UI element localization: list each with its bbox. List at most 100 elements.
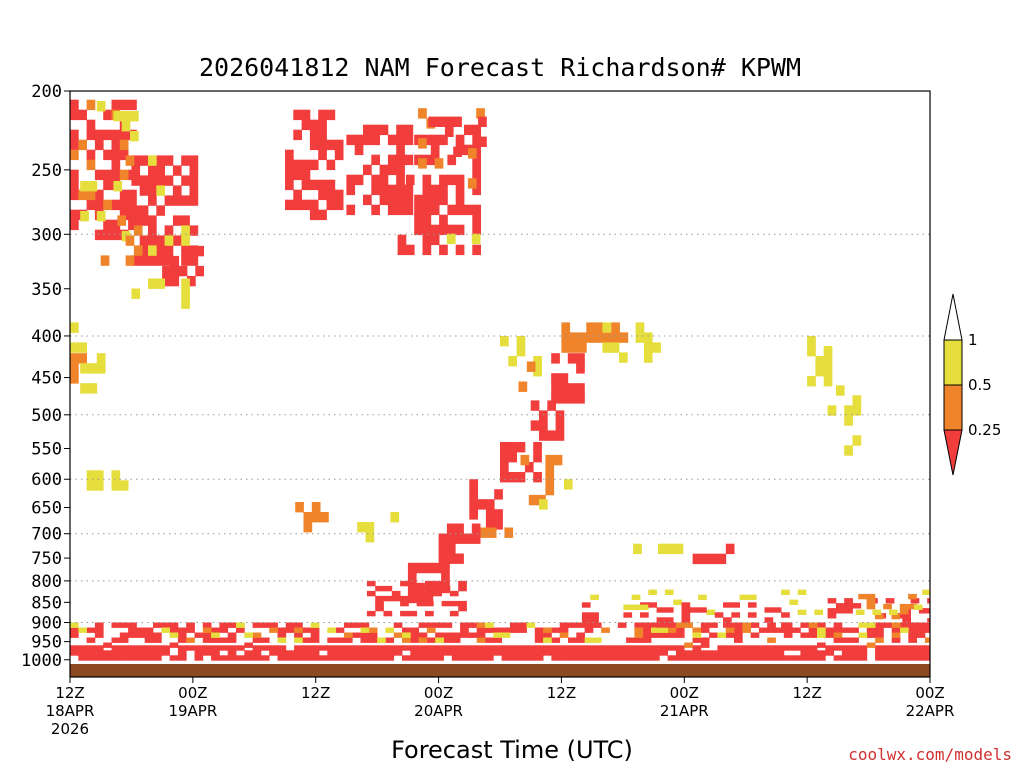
heatmap-cell [430,234,440,246]
heatmap-cell [841,650,851,656]
heatmap-cell [303,522,313,533]
heatmap-cell [285,179,294,191]
heatmap-cell [385,627,395,633]
heatmap-cell [360,655,370,661]
heatmap-cell [293,199,302,211]
heatmap-cell [530,400,540,411]
heatmap-cell [700,642,710,648]
heatmap-cell [371,174,380,186]
heatmap-cell [533,472,542,483]
heatmap-cell [295,502,304,513]
heatmap-cell [94,470,104,481]
y-tick-label: 800 [31,572,62,592]
heatmap-cell [327,645,336,651]
heatmap-cell [800,645,810,651]
heatmap-cell [294,655,303,661]
heatmap-cell [432,562,442,574]
heatmap-cell [569,332,579,343]
legend-level-label: 0.25 [968,421,1001,439]
heatmap-cell [136,627,146,633]
heatmap-cell [121,121,131,132]
heatmap-cell [424,562,434,574]
heatmap-cell [136,645,146,651]
heatmap-cell [343,622,353,628]
heatmap-cell [815,366,825,377]
heatmap-cell [634,655,644,661]
heatmap-cell [927,598,930,604]
heatmap-cell [195,265,204,277]
heatmap-cell [260,655,270,661]
heatmap-cell [260,645,270,651]
heatmap-cell [410,627,419,633]
heatmap-cell [439,224,448,236]
heatmap-cell [642,627,652,633]
heatmap-cell [148,255,157,266]
heatmap-cell [430,144,440,156]
heatmap-cell [640,612,649,618]
heatmap-cell [594,322,604,333]
y-tick-label: 1000 [21,651,62,671]
heatmap-cell [916,645,926,651]
heatmap-cell [545,474,555,486]
heatmap-cell [435,650,444,656]
heatmap-cell [875,650,884,656]
heatmap-cell [501,650,511,656]
x-axis-label: Forecast Time (UTC) [391,736,633,764]
heatmap-cell [131,205,141,216]
heatmap-cell [800,650,810,656]
heatmap-cell [294,632,303,638]
heatmap-cell [509,650,519,656]
y-tick-label: 550 [31,439,62,459]
heatmap-cell [379,124,389,136]
heatmap-cell [698,594,707,600]
heatmap-cell [472,204,481,216]
heatmap-cell [396,204,405,216]
heatmap-cell [189,245,199,256]
heatmap-cell [326,189,336,201]
heatmap-cell [739,594,749,600]
heatmap-cell [377,655,386,661]
heatmap-cells [70,99,930,661]
heatmap-cell [581,617,591,623]
x-tick-label: 12Z [55,684,84,702]
heatmap-cell [422,224,432,236]
heatmap-cell [357,522,366,533]
heatmap-cell [236,622,245,628]
heatmap-cell [425,580,434,587]
heatmap-cell [244,632,253,638]
heatmap-cell [545,484,555,496]
heatmap-cell [501,627,511,633]
heatmap-cell [309,159,319,171]
heatmap-cell [576,393,585,404]
heatmap-cell [900,650,909,656]
heatmap-cell [435,637,444,643]
heatmap-cell [334,139,344,151]
heatmap-cell [692,650,702,656]
heatmap-cell [366,610,376,617]
heatmap-cell [94,189,104,201]
heatmap-cell [664,607,674,613]
heatmap-cell [407,562,417,574]
heatmap-cell [875,637,884,643]
heatmap-cell [772,607,782,613]
heatmap-cell [808,627,818,633]
heatmap-cell [128,99,137,111]
heatmap-cell [418,622,428,628]
x-tick-label: 2026 [51,720,89,738]
heatmap-cell [293,129,302,141]
heatmap-cell [444,116,454,127]
heatmap-cell [211,655,220,661]
heatmap-cell [88,363,98,374]
heatmap-cell [78,645,87,651]
heatmap-cell [516,346,526,357]
heatmap-cell [181,225,190,236]
heatmap-cell [910,598,920,604]
heatmap-cell [658,543,667,555]
heatmap-cell [642,622,652,628]
heatmap-cell [742,622,751,628]
legend-bin-yellow [943,339,963,386]
heatmap-cell [493,632,502,638]
heatmap-cell [379,184,389,196]
heatmap-cell [642,650,652,656]
heatmap-cell [352,622,361,628]
